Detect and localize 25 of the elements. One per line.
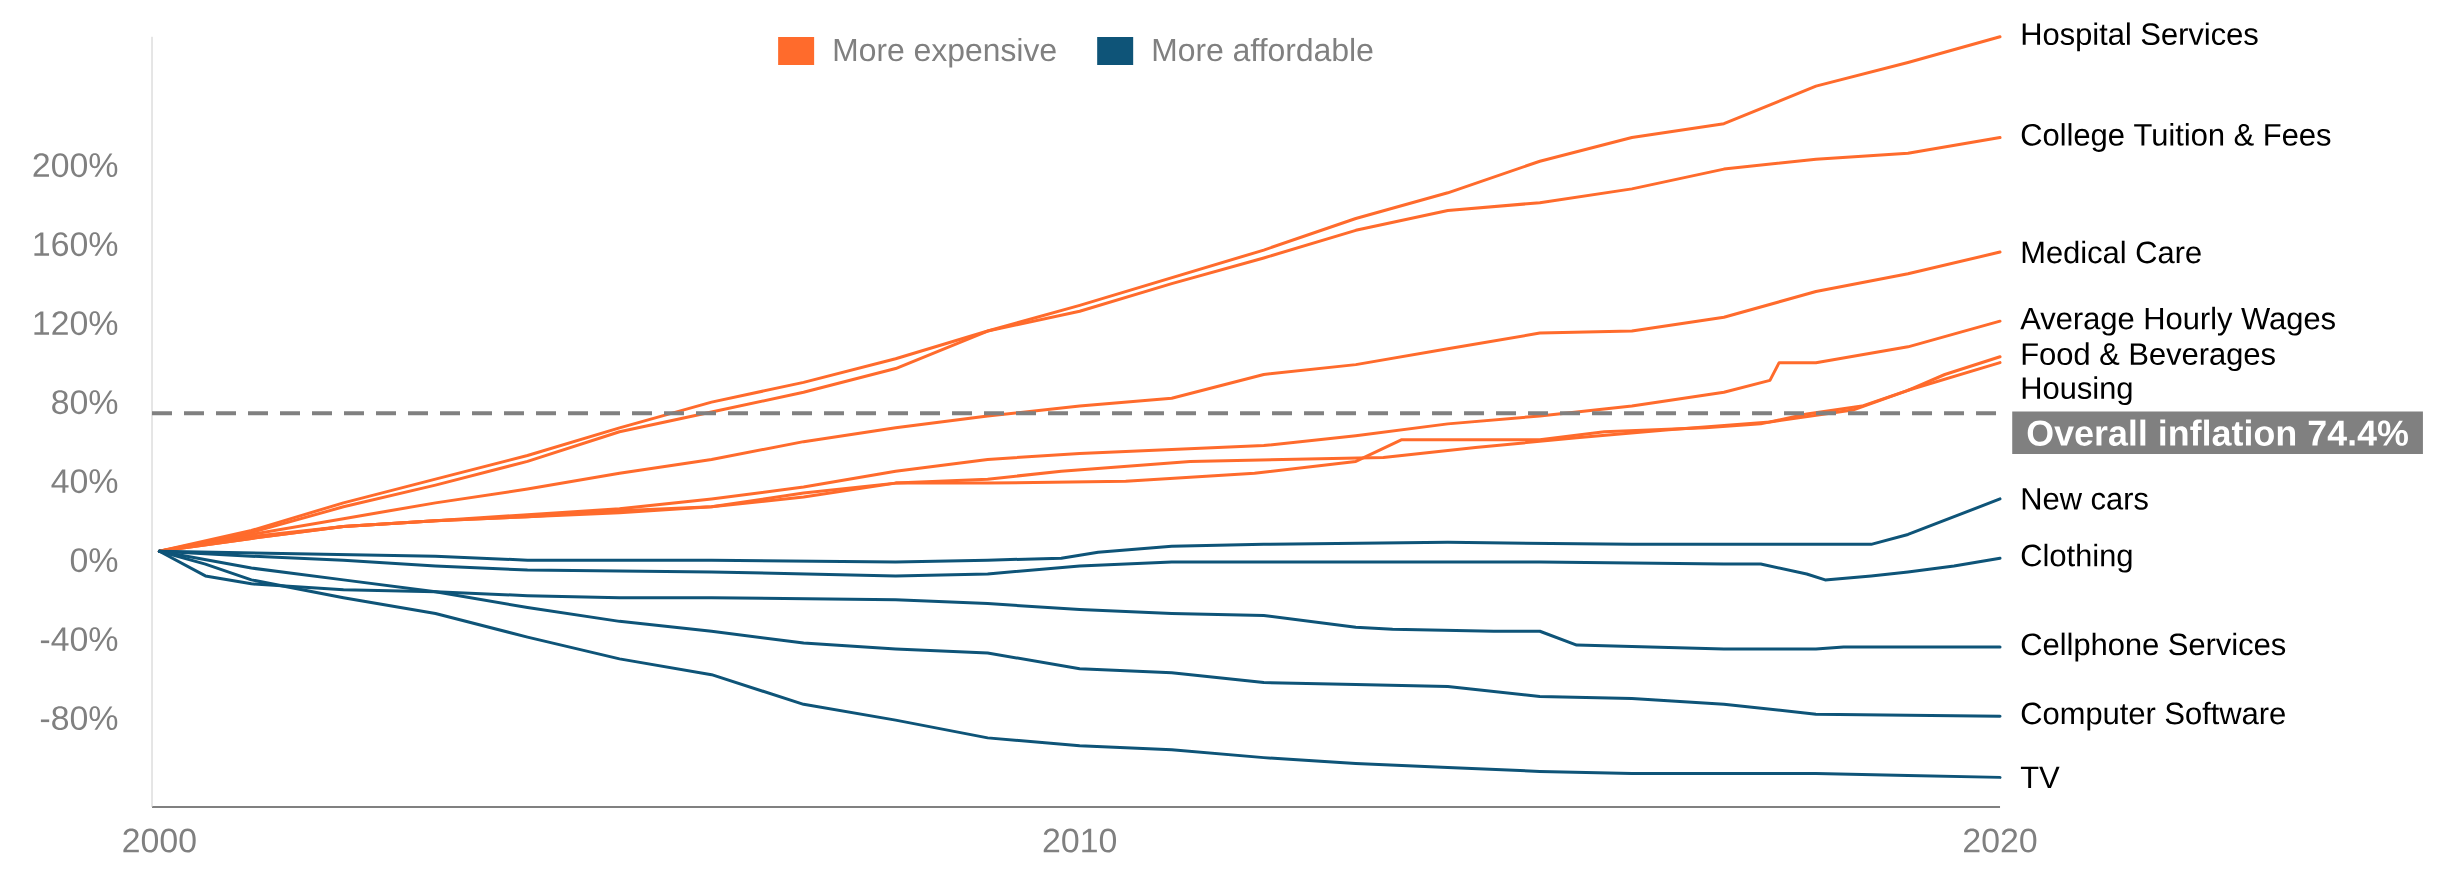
x-tick-label: 2020 bbox=[1964, 828, 2037, 853]
series-label: College Tuition & Fees bbox=[2021, 123, 2331, 152]
y-tick-label: 40% bbox=[51, 469, 118, 494]
ref-line-label: Overall inflation 74.4% bbox=[2027, 419, 2408, 446]
series-label: Average Hourly Wages bbox=[2020, 306, 2335, 336]
series-label: Cellphone Services bbox=[2021, 632, 2286, 662]
series-label: Hospital Services bbox=[2022, 22, 2258, 52]
series-label: Housing bbox=[2022, 376, 2132, 406]
y-tick-label: -80% bbox=[40, 706, 118, 731]
series-label: New cars bbox=[2022, 488, 2148, 510]
y-tick-label: 120% bbox=[34, 311, 118, 336]
y-tick-label: -40% bbox=[40, 627, 118, 652]
annotation: More expensive bbox=[834, 37, 1056, 68]
series-label: Computer Software bbox=[2021, 701, 2285, 731]
series-label: Food & Beverages bbox=[2022, 342, 2275, 372]
y-tick-label: 80% bbox=[52, 390, 118, 415]
annotation: More affordable bbox=[1153, 37, 1373, 62]
y-tick-label: 0% bbox=[70, 548, 118, 573]
y-tick-label: 160% bbox=[34, 232, 118, 257]
series-label: Medical Care bbox=[2022, 240, 2201, 264]
x-tick-label: 2000 bbox=[123, 828, 196, 853]
x-tick-label: 2010 bbox=[1043, 828, 1117, 853]
y-tick-label: 200% bbox=[33, 153, 118, 178]
series-label: TV bbox=[2020, 766, 2060, 788]
series-label: Clothing bbox=[2021, 543, 2132, 573]
